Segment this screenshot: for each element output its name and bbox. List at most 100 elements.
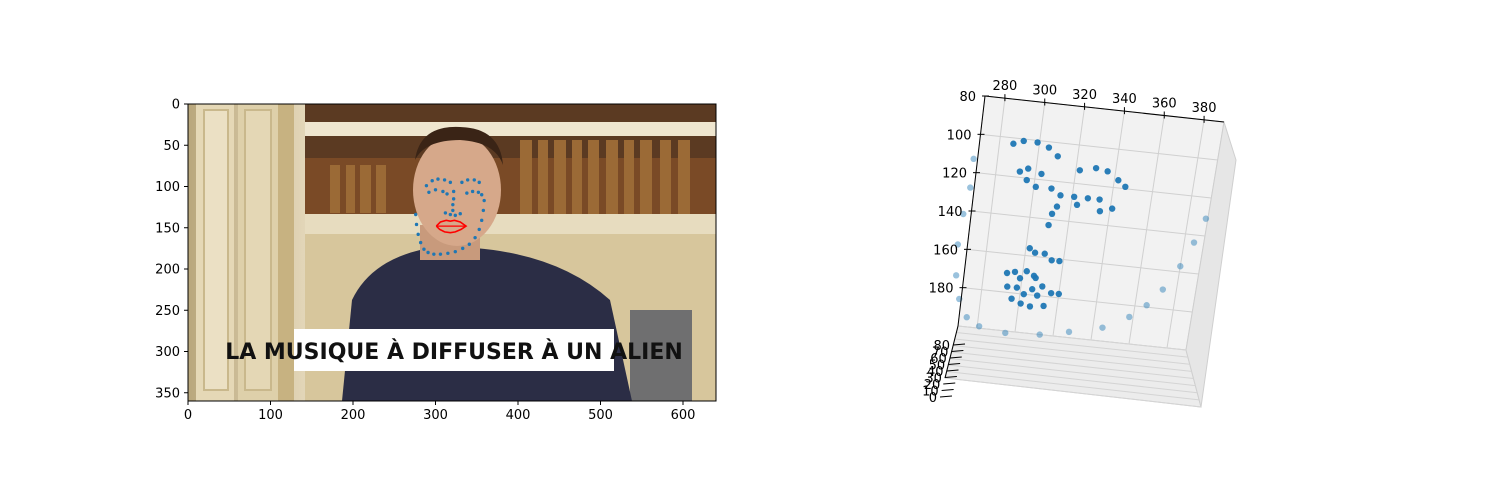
scatter-point (1026, 303, 1034, 310)
landmark-point (476, 190, 481, 194)
landmark-point (465, 191, 469, 195)
grid-line-z (944, 377, 1202, 408)
scatter-point (1177, 263, 1184, 270)
landmark-point (414, 212, 418, 217)
scatter-point (1054, 153, 1061, 160)
x-axis-line (984, 95, 1225, 123)
scatter-point (1092, 164, 1100, 172)
scatter-point (1047, 289, 1055, 297)
landmark-point (460, 180, 464, 185)
scatter-point (1065, 328, 1073, 336)
landmark-point (480, 218, 484, 223)
scatter-point (1126, 313, 1133, 321)
scatter-point (967, 184, 974, 191)
scatter-point (1025, 165, 1032, 172)
y-tick-label: 200 (155, 263, 180, 278)
landmark-point (448, 212, 453, 217)
scatter-point (1202, 215, 1210, 222)
scatter-point (1099, 324, 1106, 331)
landmark-point (453, 249, 457, 254)
scatter-point (975, 323, 983, 330)
scatter-point (1057, 192, 1064, 199)
scatter-point (1096, 207, 1104, 215)
scatter-point (1003, 269, 1011, 277)
y-tick-label: 100 (947, 128, 972, 143)
landmark-point (465, 178, 470, 182)
landmark-point (422, 247, 426, 251)
scatter-point (1104, 168, 1111, 175)
scatter-point (1010, 140, 1017, 147)
landmark-point (473, 235, 477, 240)
scatter-point (952, 272, 960, 279)
scatter-point (1026, 245, 1033, 252)
scatter-point (1056, 257, 1063, 265)
landmark-point (426, 250, 430, 255)
y-tick-label: 150 (155, 221, 180, 236)
scatter-point (1045, 221, 1052, 229)
y-tick-label: 100 (155, 180, 180, 195)
landmark-point (433, 188, 438, 192)
landmark-point (467, 242, 472, 246)
scatter-point (1122, 183, 1129, 191)
scatter-point (1023, 176, 1030, 184)
z-tick-mark (943, 382, 956, 385)
image-axis-ticks: 0 100 200 300 400 500 600 0 50 100 150 200 250 300 350 (155, 98, 695, 424)
landmark-point (480, 193, 484, 197)
z-tick-mark (946, 369, 959, 372)
scatter-point (1070, 193, 1078, 201)
z-tick-mark (949, 356, 962, 359)
landmark-point (441, 189, 445, 194)
scatter-point (1017, 300, 1024, 307)
landmark-point (451, 208, 455, 213)
x-tick-label: 380 (1192, 101, 1217, 116)
x-tick-label: 340 (1112, 92, 1137, 107)
scatter3d-subplot: 280 300 320 340 360 380 80 100 120 140 160 180 01020… (922, 79, 1237, 408)
image-axes-frame (187, 103, 717, 402)
scatter-point (1190, 239, 1198, 246)
z-tick-mark (944, 376, 957, 378)
scatter-point (1115, 177, 1122, 184)
z-tick-label: 10 (922, 385, 939, 400)
z-tick-label: 30 (925, 372, 942, 387)
scatter-point (1159, 286, 1167, 293)
x-tick-label: 300 (1032, 84, 1057, 99)
x-tick-label: 400 (506, 408, 531, 423)
x-tick-label: 360 (1152, 97, 1177, 112)
scatter-point (963, 314, 970, 321)
grid-line-y (962, 287, 1193, 313)
y-tick-label: 120 (942, 167, 967, 182)
z-tick-mark (952, 343, 966, 346)
landmark-point (451, 189, 456, 194)
scatter-point (1073, 201, 1081, 209)
landmark-point (477, 180, 481, 185)
scatter-point (1008, 295, 1015, 302)
landmark-point (451, 197, 456, 201)
scatter-point (1036, 331, 1043, 338)
z-tick-label: 50 (929, 359, 946, 374)
x-tick-label: 0 (184, 408, 192, 423)
scatter-point (960, 210, 967, 218)
y-tick-label: 140 (938, 205, 963, 220)
landmark-point (445, 192, 449, 196)
landmark-point (438, 252, 443, 256)
scatter-point (1002, 329, 1009, 337)
pane-top (957, 95, 1225, 351)
axis-ticks-3d: 280 300 320 340 360 380 80 100 120 140 160 180 01020… (922, 79, 1225, 406)
y-tick-label: 350 (155, 386, 180, 401)
scatter-point (1031, 249, 1039, 256)
image-subplot: LA MUSIQUE À DIFFUSER À UN ALIEN 0 100 200… (155, 98, 717, 424)
grid-line-z (956, 332, 1188, 358)
grid-line-z (948, 364, 1198, 394)
photo-background (188, 104, 716, 401)
scatter-point (1011, 268, 1019, 276)
landmark-point (448, 180, 453, 185)
landmark-point (416, 232, 420, 237)
y-tick-label: 250 (155, 304, 180, 319)
z-tick-mark (948, 363, 961, 365)
scatter-point (1040, 302, 1047, 310)
landmark-point (442, 178, 447, 182)
grid-line-y (975, 172, 1212, 199)
landmark-point (446, 251, 450, 256)
caption-banner (294, 329, 614, 371)
z-tick-label: 80 (933, 339, 950, 354)
